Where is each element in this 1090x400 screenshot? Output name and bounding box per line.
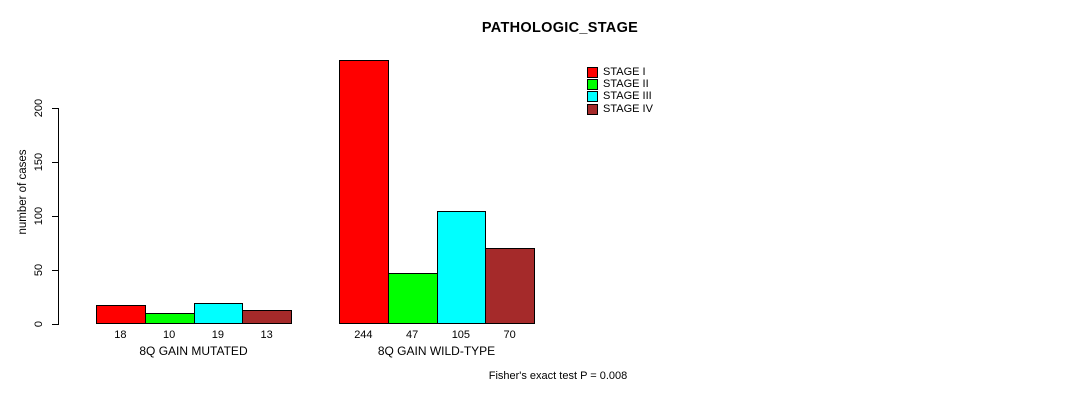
y-tick-label: 0	[33, 320, 45, 328]
legend-swatch	[587, 66, 598, 78]
bar	[144, 313, 195, 324]
legend-item: STAGE II	[587, 78, 653, 90]
y-tick-label: 50	[33, 263, 45, 277]
bar	[96, 304, 146, 324]
bar	[193, 303, 244, 324]
y-axis-line	[58, 108, 59, 325]
y-tick	[52, 269, 59, 271]
bar	[242, 309, 292, 324]
bar-value-label: 244	[354, 329, 373, 341]
legend-item: STAGE III	[587, 91, 653, 103]
legend-label: STAGE III	[603, 90, 652, 103]
bar	[436, 210, 487, 324]
bar-value-label: 10	[163, 329, 176, 341]
bar	[485, 248, 535, 324]
legend-swatch	[587, 91, 598, 103]
legend-label: STAGE I	[603, 65, 646, 78]
chart-title: PATHOLOGIC_STAGE	[481, 20, 639, 36]
y-tick-label: 200	[33, 98, 45, 118]
bar-value-label: 105	[451, 329, 471, 341]
bar-value-label: 19	[211, 329, 224, 341]
group-label: 8Q GAIN MUTATED	[139, 344, 248, 358]
legend-label: STAGE IV	[603, 102, 653, 115]
legend-item: STAGE IV	[587, 103, 653, 115]
legend: STAGE I STAGE II STAGE III STAGE IV	[587, 66, 653, 115]
bar-value-label: 13	[260, 329, 273, 341]
bar-value-label: 18	[114, 329, 127, 341]
legend-item: STAGE I	[587, 66, 653, 78]
legend-label: STAGE II	[603, 77, 649, 90]
y-tick	[52, 215, 59, 217]
group-label: 8Q GAIN WILD-TYPE	[377, 344, 496, 358]
bar-value-label: 47	[406, 329, 419, 341]
y-tick-label: 150	[33, 152, 45, 172]
bar	[339, 60, 389, 324]
footer-note: Fisher's exact test P = 0.008	[488, 370, 628, 382]
y-tick	[52, 107, 59, 109]
bar	[387, 273, 438, 324]
y-tick-label: 100	[33, 206, 45, 226]
legend-swatch	[587, 78, 598, 90]
legend-swatch	[587, 103, 598, 115]
bar-value-label: 70	[503, 329, 516, 341]
y-tick	[52, 323, 59, 325]
y-tick	[52, 161, 59, 163]
y-axis-label: number of cases	[17, 149, 29, 235]
